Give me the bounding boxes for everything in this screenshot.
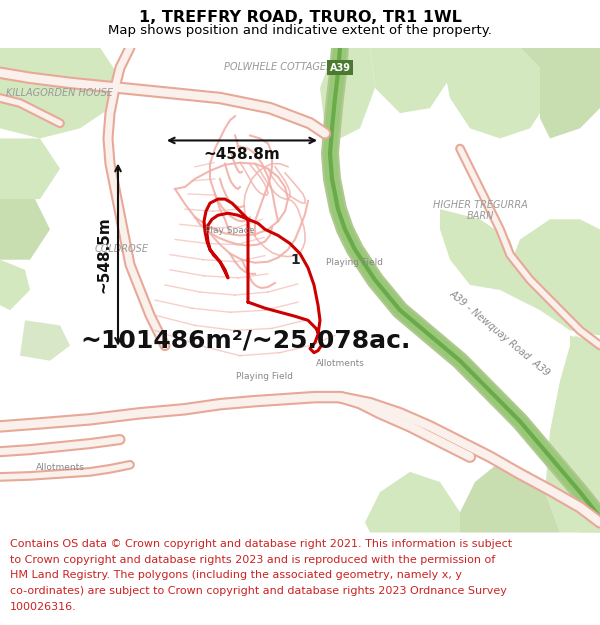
Text: Contains OS data © Crown copyright and database right 2021. This information is : Contains OS data © Crown copyright and d… — [10, 539, 512, 549]
Text: Playing Field: Playing Field — [236, 372, 293, 381]
Text: Map shows position and indicative extent of the property.: Map shows position and indicative extent… — [108, 24, 492, 37]
Polygon shape — [20, 320, 70, 361]
Text: Allotments: Allotments — [35, 463, 85, 472]
Text: ~458.8m: ~458.8m — [203, 147, 280, 162]
Polygon shape — [565, 336, 600, 532]
Polygon shape — [440, 48, 510, 93]
Polygon shape — [440, 48, 550, 138]
Text: 100026316.: 100026316. — [10, 602, 77, 612]
Polygon shape — [0, 260, 30, 310]
Polygon shape — [0, 48, 120, 138]
Polygon shape — [320, 48, 375, 138]
Polygon shape — [0, 138, 60, 199]
Text: Play Space: Play Space — [205, 226, 254, 236]
Text: 1: 1 — [290, 253, 300, 267]
Text: ~101486m²/~25.078ac.: ~101486m²/~25.078ac. — [80, 329, 410, 352]
Text: POLWHELE COTTAGES: POLWHELE COTTAGES — [224, 62, 332, 72]
Polygon shape — [520, 48, 600, 138]
Text: 1, TREFFRY ROAD, TRURO, TR1 1WL: 1, TREFFRY ROAD, TRURO, TR1 1WL — [139, 11, 461, 26]
Polygon shape — [0, 199, 50, 260]
Polygon shape — [370, 48, 450, 113]
Text: ~548.5m: ~548.5m — [97, 216, 112, 293]
Text: COLDROSE: COLDROSE — [95, 244, 149, 254]
Text: to Crown copyright and database rights 2023 and is reproduced with the permissio: to Crown copyright and database rights 2… — [10, 555, 496, 565]
Text: Playing Field: Playing Field — [326, 258, 383, 267]
Text: HIGHER TREGURRA
BARN: HIGHER TREGURRA BARN — [433, 199, 527, 221]
Text: KILLAGORDEN HOUSE: KILLAGORDEN HOUSE — [7, 88, 113, 98]
Text: A39 - Newquay Road  A39: A39 - Newquay Road A39 — [448, 288, 552, 378]
Text: HM Land Registry. The polygons (including the associated geometry, namely x, y: HM Land Registry. The polygons (includin… — [10, 571, 462, 581]
Polygon shape — [440, 209, 520, 290]
Text: co-ordinates) are subject to Crown copyright and database rights 2023 Ordnance S: co-ordinates) are subject to Crown copyr… — [10, 586, 507, 596]
Polygon shape — [500, 219, 600, 336]
Polygon shape — [545, 336, 600, 532]
Polygon shape — [460, 462, 560, 532]
Polygon shape — [365, 472, 460, 532]
Text: A39: A39 — [329, 62, 350, 72]
Text: Allotments: Allotments — [316, 359, 364, 368]
